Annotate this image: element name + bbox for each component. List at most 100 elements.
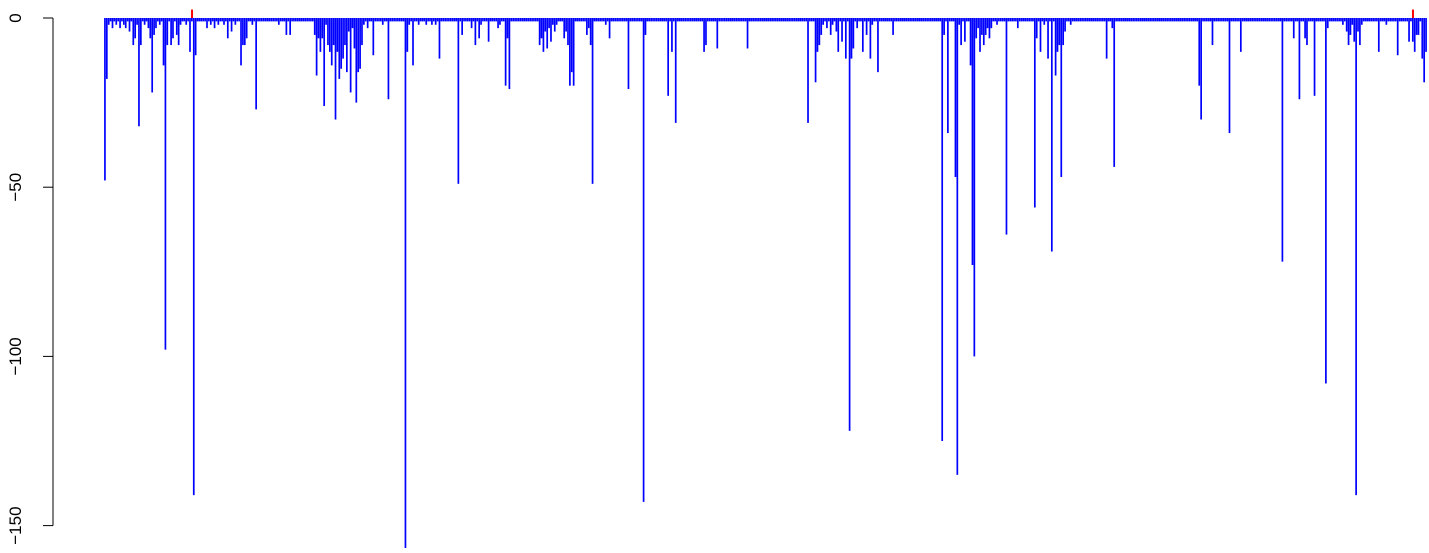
y-axis: 0 −50 −100 −150 <box>6 13 54 545</box>
bar <box>1311 18 1314 22</box>
bar <box>1054 18 1057 76</box>
bar <box>164 18 167 350</box>
bar <box>461 18 463 35</box>
bar <box>1181 18 1184 22</box>
bar <box>457 18 460 184</box>
bar <box>688 18 690 22</box>
bar <box>1345 18 1348 32</box>
bar <box>276 18 278 22</box>
bar <box>1266 18 1269 22</box>
bar <box>1064 18 1066 32</box>
bar <box>504 18 507 86</box>
bar <box>1056 18 1059 52</box>
bar <box>255 18 257 110</box>
bar <box>1052 18 1055 22</box>
bar <box>578 18 581 22</box>
bar <box>854 18 857 22</box>
bar <box>1306 18 1308 46</box>
bar <box>784 18 787 22</box>
bar <box>1238 18 1240 22</box>
bar <box>425 18 428 25</box>
bar <box>799 18 802 22</box>
bar <box>1188 18 1191 22</box>
bar <box>616 18 618 22</box>
bar <box>1417 18 1420 35</box>
bar <box>202 18 205 22</box>
bar <box>270 18 273 22</box>
bar <box>1309 18 1312 22</box>
bar <box>168 18 171 22</box>
bar <box>480 18 482 25</box>
bar <box>1411 18 1414 42</box>
bar <box>1049 18 1051 22</box>
bar <box>121 18 123 22</box>
bar <box>629 18 632 22</box>
bar <box>493 18 496 22</box>
bar <box>1264 18 1267 22</box>
bar <box>510 18 513 22</box>
bar <box>1085 18 1087 22</box>
bar <box>300 18 303 22</box>
bar <box>1113 18 1116 167</box>
bar <box>417 18 420 25</box>
bar <box>262 18 265 22</box>
bar <box>482 18 484 22</box>
bar <box>1136 18 1138 22</box>
bar <box>1060 18 1063 178</box>
bar <box>948 18 951 22</box>
bar <box>759 18 762 22</box>
bar <box>565 18 567 32</box>
bar <box>1402 18 1405 22</box>
bar <box>1234 18 1237 22</box>
bar <box>308 18 310 22</box>
bar <box>550 18 552 42</box>
bar <box>1357 18 1359 32</box>
bar <box>603 18 605 22</box>
bar <box>693 18 696 22</box>
bar <box>242 18 244 46</box>
bar <box>1243 18 1246 22</box>
bar <box>750 18 753 22</box>
bar <box>527 18 530 22</box>
bar <box>1092 18 1095 22</box>
bar <box>960 18 962 46</box>
bar <box>1300 18 1303 22</box>
bar <box>599 18 601 22</box>
bar <box>591 18 594 184</box>
bar <box>149 18 152 39</box>
bar <box>1162 18 1165 22</box>
bar <box>1226 18 1229 22</box>
bar <box>684 18 687 22</box>
bar <box>404 18 407 550</box>
y-tick-label: −50 <box>6 173 25 202</box>
bar <box>1343 18 1346 22</box>
bar <box>926 18 928 22</box>
bar <box>850 18 853 59</box>
bar <box>338 18 341 79</box>
bar <box>357 18 360 73</box>
bar <box>1117 18 1119 22</box>
bar <box>347 18 350 32</box>
bar <box>909 18 911 22</box>
bar <box>540 18 543 39</box>
bar <box>1319 18 1322 22</box>
bar <box>979 18 981 52</box>
bar <box>1291 18 1293 22</box>
bar <box>311 18 314 22</box>
bar <box>718 18 721 22</box>
bar <box>211 18 214 22</box>
bar <box>1179 18 1182 22</box>
bar <box>1236 18 1238 22</box>
bar <box>758 18 760 22</box>
bar <box>1279 18 1282 22</box>
bar <box>654 18 656 22</box>
bar <box>1326 18 1329 29</box>
bar <box>689 18 692 22</box>
bar <box>381 18 384 25</box>
bar <box>1128 18 1131 22</box>
bar <box>153 18 155 35</box>
bar <box>1222 18 1225 22</box>
bar <box>355 18 358 103</box>
bar <box>115 18 118 25</box>
bar <box>928 18 930 22</box>
